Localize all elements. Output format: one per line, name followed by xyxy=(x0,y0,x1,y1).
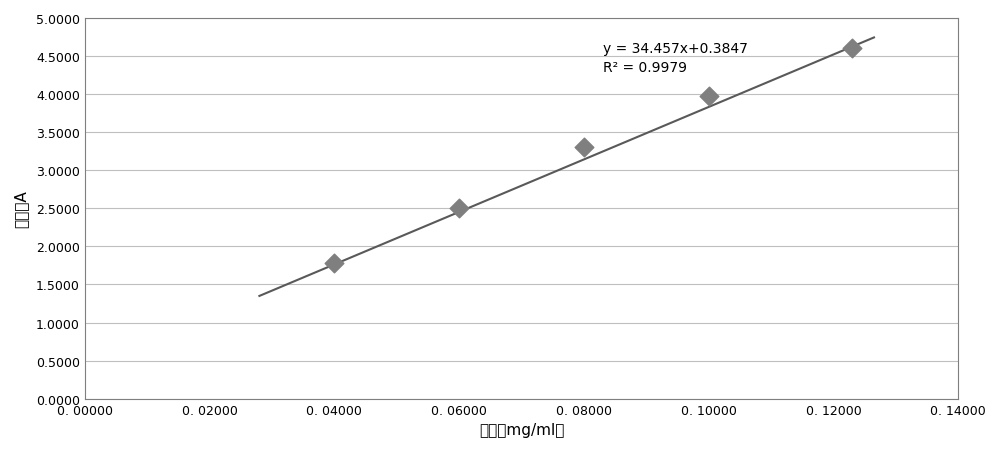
Point xyxy=(844,46,860,53)
Text: y = 34.457x+0.3847: y = 34.457x+0.3847 xyxy=(603,42,747,56)
Point xyxy=(326,260,342,267)
X-axis label: 浓度（mg/ml）: 浓度（mg/ml） xyxy=(479,422,564,437)
Point xyxy=(701,93,717,101)
Text: R² = 0.9979: R² = 0.9979 xyxy=(603,61,687,75)
Point xyxy=(451,205,467,212)
Point xyxy=(576,144,592,151)
Y-axis label: 峰面积A: 峰面积A xyxy=(14,190,29,228)
